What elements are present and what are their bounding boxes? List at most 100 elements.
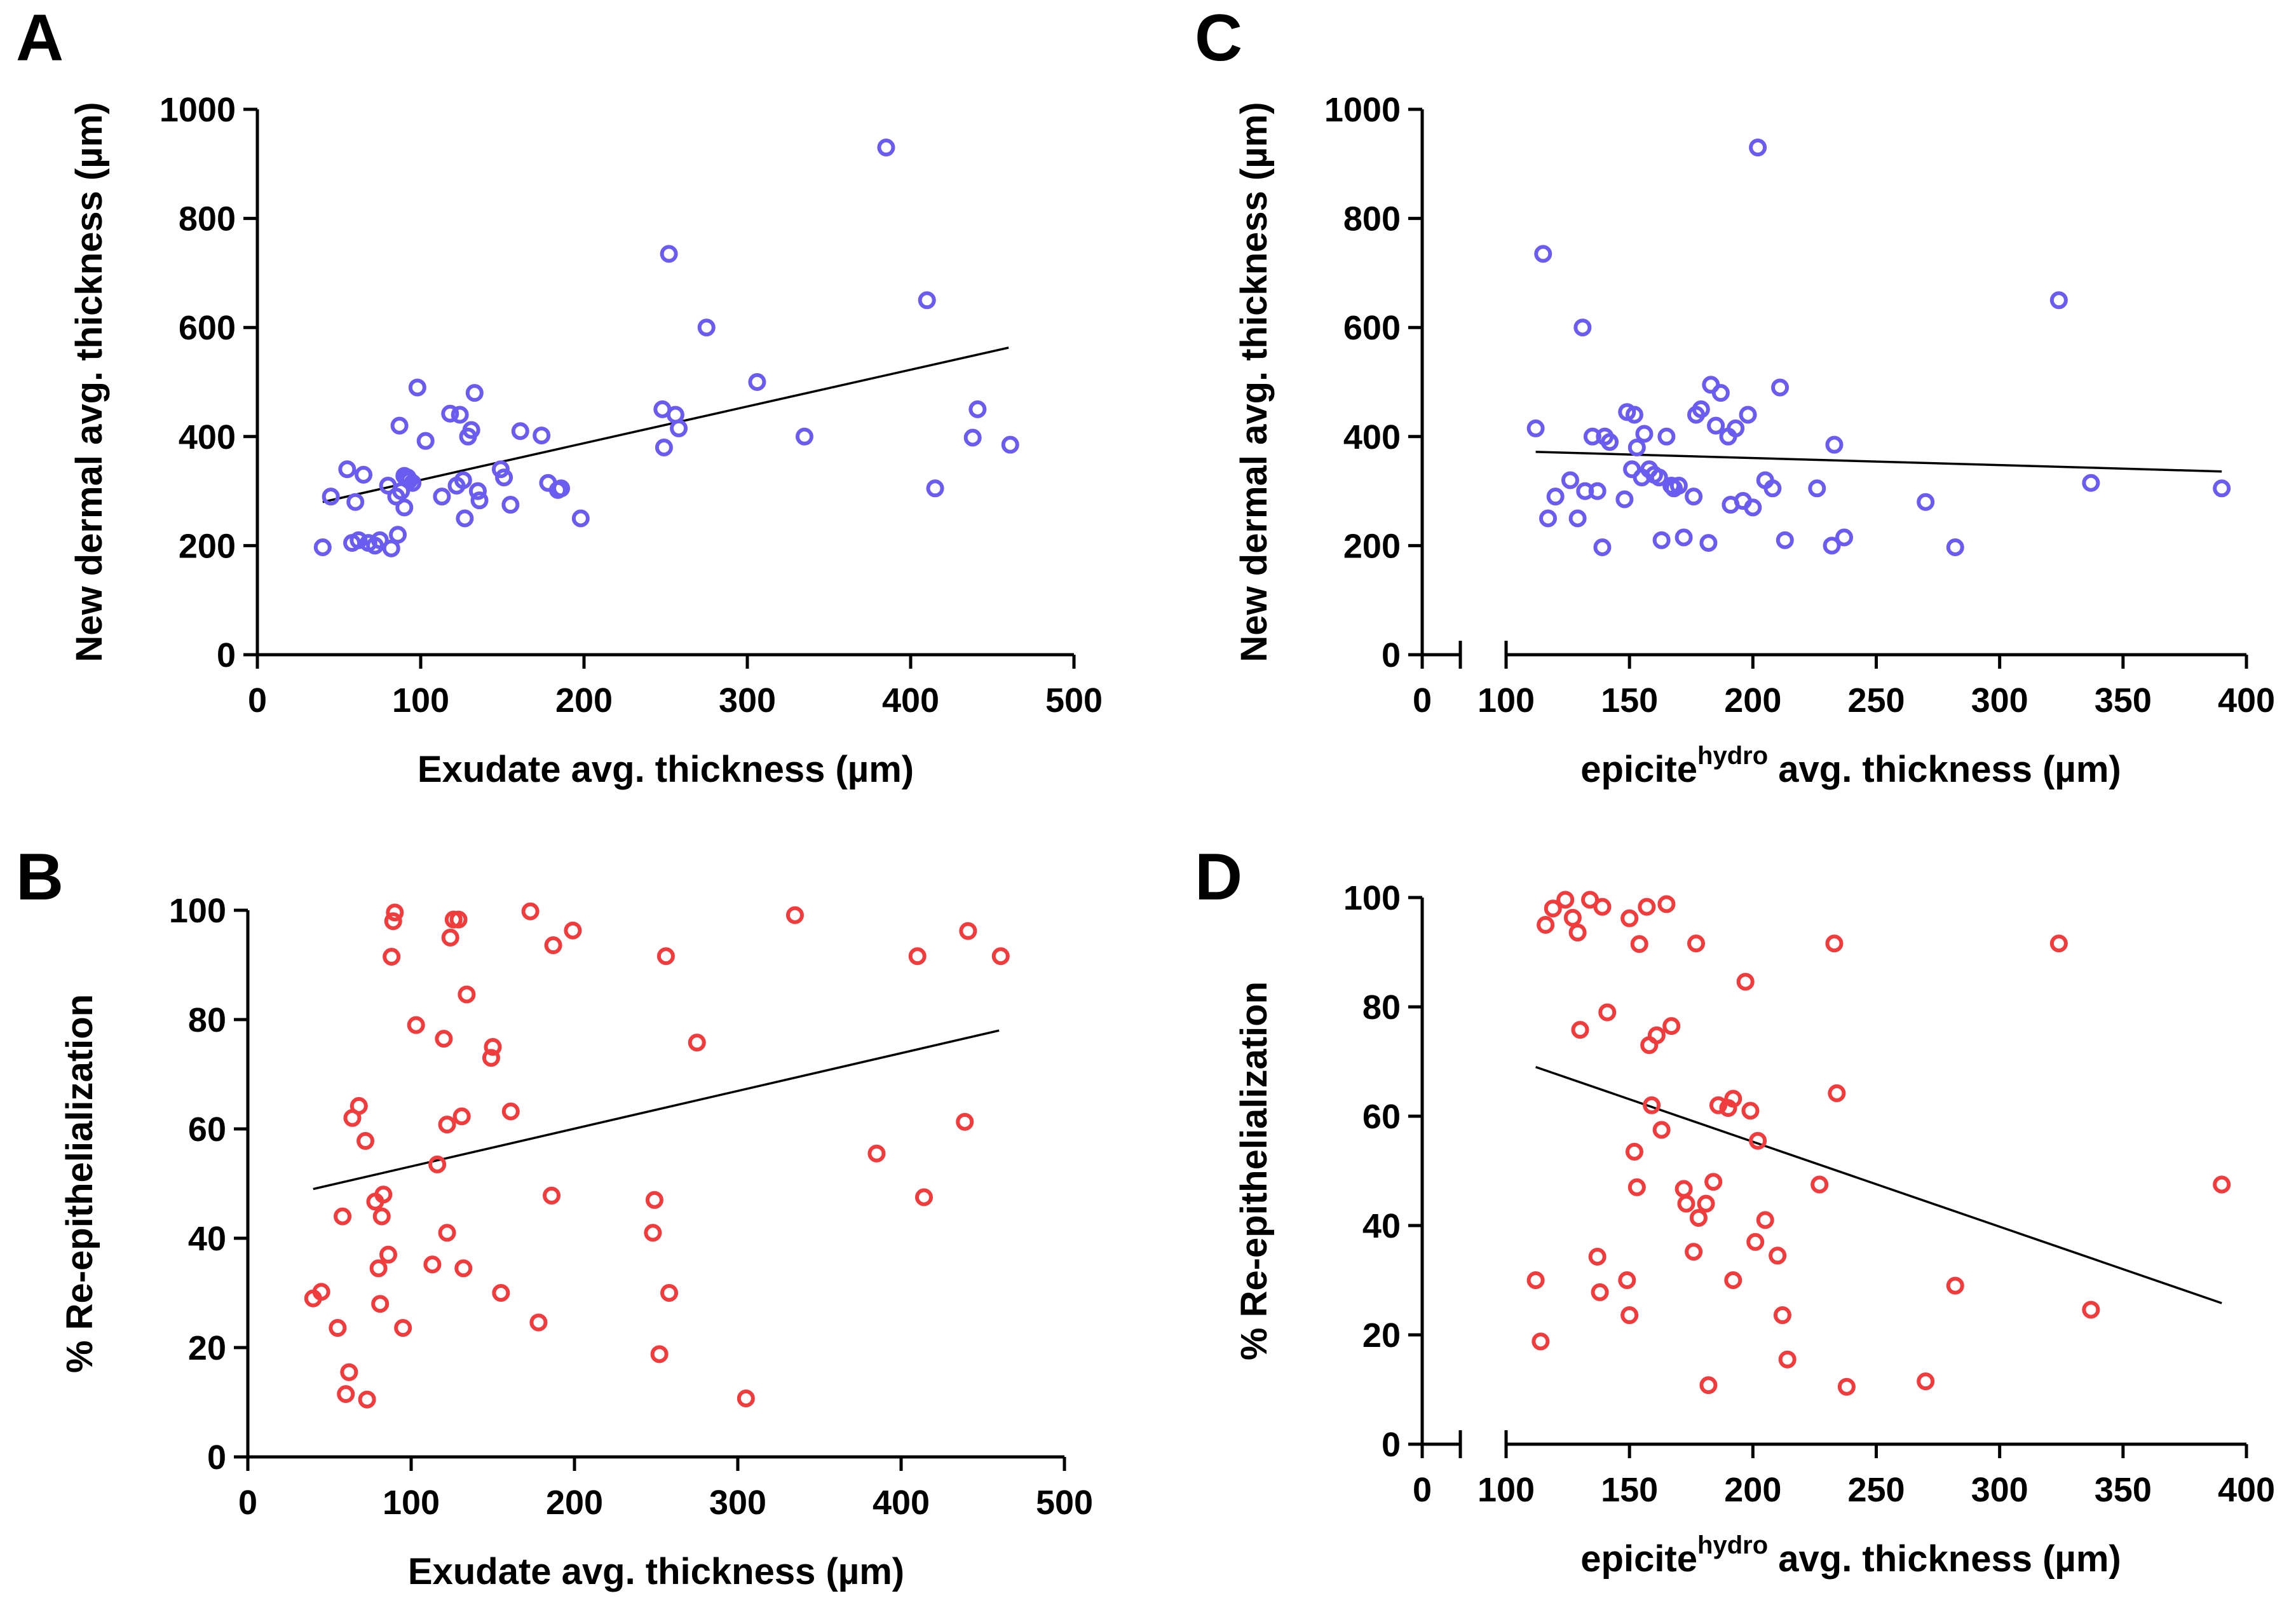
panel-c-x-tick-label: 150 [1601,681,1658,720]
panel-b-data-point [383,948,401,966]
panel-c-data-point [1652,531,1671,549]
panel-d-data-point [1618,1271,1636,1289]
panel-d-x-axis-label: epicitehydro avg. thickness (µm) [1580,1531,2121,1580]
panel-d-data-point [1736,973,1755,991]
panel-a-data-point [390,416,409,435]
panel-b-x-tick-label: 200 [546,1484,603,1522]
panel-d-y-tick-label: 100 [1343,879,1401,917]
panel-c-data-point [1917,493,1935,511]
panel-d-data-point [1532,1332,1550,1351]
panel-c-data-point [1657,427,1676,446]
panel-d-data-point [1769,1247,1787,1265]
panel-a-y-tick-label: 600 [179,309,236,347]
panel-b-data-point [369,1259,388,1278]
panel-d-data-point [1946,1276,1964,1295]
panel-c-x-axis-label-main: epicite [1580,749,1697,790]
panel-b-x-tick-label: 400 [873,1484,930,1522]
panel-c-data-point [1771,378,1790,397]
panel-b-x-axis-label: Exudate avg. thickness (µm) [408,1551,904,1592]
panel-b-y-tick-label: 60 [188,1110,226,1149]
panel-c-data-point [1744,498,1762,517]
panel-b-y-tick-label: 20 [188,1329,226,1367]
panel-b-data-point [544,936,562,955]
panel-d-data-point [1778,1350,1797,1369]
panel-a-data-point [462,421,480,439]
panel-d-data-point [1526,1271,1545,1289]
panel-b-data-point [458,985,476,1004]
panel-a-data-point [454,471,472,489]
panel-b-x-tick-label: 0 [238,1484,257,1522]
panel-a-data-point [552,479,571,498]
panel-c-data-point [1763,479,1782,498]
panel-d-data-point [1746,1233,1765,1251]
panel-d-data-point [1749,1131,1767,1150]
panel-d-y-tick-label: 0 [1382,1426,1401,1464]
panel-b-data-point [438,1224,456,1242]
panel-d-data-point [1593,898,1612,916]
panel-c-data-point [1588,482,1607,500]
panel-b-data-point [329,1319,347,1337]
panel-d-data-point [1677,1194,1695,1213]
panel-b-data-point [645,1191,663,1209]
panel-c-x-tick-label: 0 [1413,681,1432,720]
panel-d-y-tick-label: 80 [1362,988,1401,1027]
panel-a-data-point [456,509,474,528]
panel-c-data-point [2082,474,2100,492]
panel-a-y-tick-label: 400 [179,418,236,456]
panel-b-data-point [452,1107,471,1126]
panel-c-data-point [2049,291,2068,310]
panel-d-data-point [1828,1084,1846,1102]
panel-d-data-point [1591,1283,1609,1301]
panel-d-y-tick-label: 40 [1362,1207,1401,1245]
panel-c-x-tick-label: 350 [2095,681,2152,720]
panel-a-data-point [795,427,813,446]
panel-c-y-tick-label: 1000 [1324,91,1401,129]
panel-b-y-tick-label: 40 [188,1220,226,1258]
panel-c-data-point [1625,406,1643,424]
panel-a-data-point [441,404,459,423]
panel-b-fit-line [313,1029,1000,1191]
panel-b-data-point [991,947,1010,966]
panel-d-data-point [1709,1096,1727,1114]
panel-c-data-point [1573,318,1592,337]
panel-a-data-point [408,378,426,397]
panel-a-data-point [404,474,422,492]
panel-d-data-point [1556,891,1575,909]
panel-c: C 0 200 400 600 800 1000 0 100 150 200 250 300 350 40… [1195,1,2275,790]
panel-b-data-point [384,912,402,931]
panel-c-data-point [1711,384,1730,402]
panel-b-data-point [660,1284,679,1302]
panel-b-data-point [482,1049,500,1067]
panel-a-data-point [433,488,451,506]
panel-d-data-point [1674,1180,1693,1198]
panel-d-x-tick-label: 0 [1413,1471,1432,1509]
panel-a-data-point [571,509,590,528]
panel-a-data-point [491,460,510,479]
panel-a-data-point [465,384,484,402]
panel-d-data-point [1699,1376,1718,1395]
panel-d-data-point [1825,934,1844,953]
panel-c-data-point [1835,528,1854,547]
panel-a-data-point [470,491,489,510]
panel-b-data-point [650,1345,669,1363]
panel-c-x-axis-label-sup: hydro [1697,742,1768,770]
panel-c-data-point [1568,509,1587,528]
panel-b: B 0 20 40 60 80 100 0 100 200 300 400 500 Exudate av… [16,840,1093,1592]
panel-d-data-point [2082,1301,2100,1319]
panel-c-data-point [1650,468,1668,487]
panel-b-data-point [374,1185,393,1204]
panel-d-data-point [1563,908,1582,927]
panel-a-data-point [355,465,373,484]
panel-b-x-tick-label: 100 [383,1484,440,1522]
panel-c-y-tick-label: 0 [1382,636,1401,674]
panel-a-data-point [533,427,551,445]
panel-d-data-point [1724,1271,1742,1289]
panel-c-x-tick-label: 400 [2218,681,2275,720]
panel-c-data-point [1561,471,1579,489]
panel-d-data-point [1917,1372,1935,1391]
panel-b-y-tick-label: 80 [188,1001,226,1039]
panel-b-data-point [644,1224,662,1242]
panel-c-y-tick-label: 200 [1343,527,1401,565]
panel-b-data-point [449,910,468,929]
